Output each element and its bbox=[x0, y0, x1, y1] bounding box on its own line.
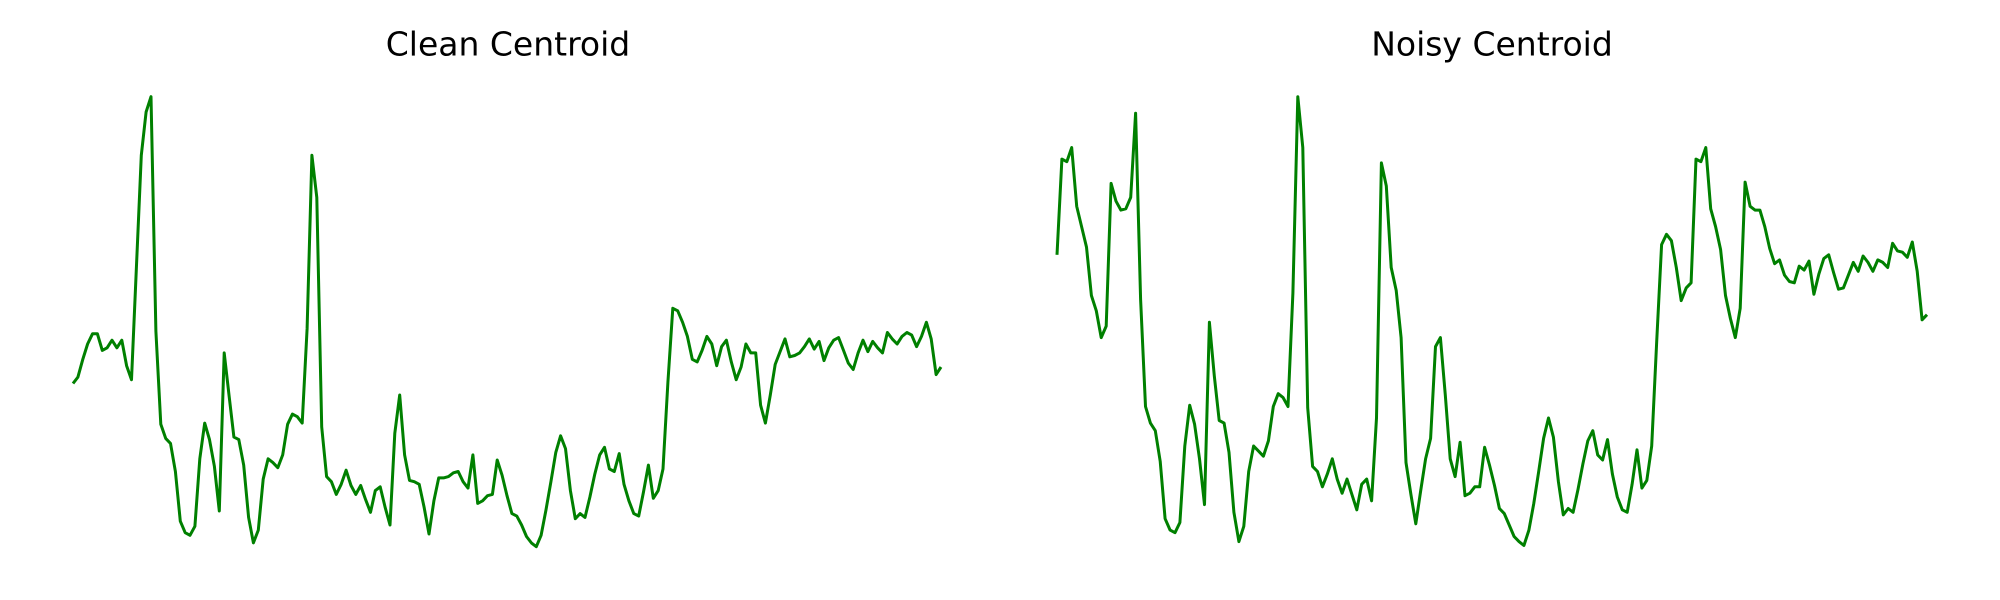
chart-title: Noisy Centroid bbox=[1371, 25, 1613, 64]
data-line bbox=[71, 95, 943, 549]
chart-title: Clean Centroid bbox=[386, 25, 631, 64]
data-line bbox=[1055, 95, 1929, 547]
